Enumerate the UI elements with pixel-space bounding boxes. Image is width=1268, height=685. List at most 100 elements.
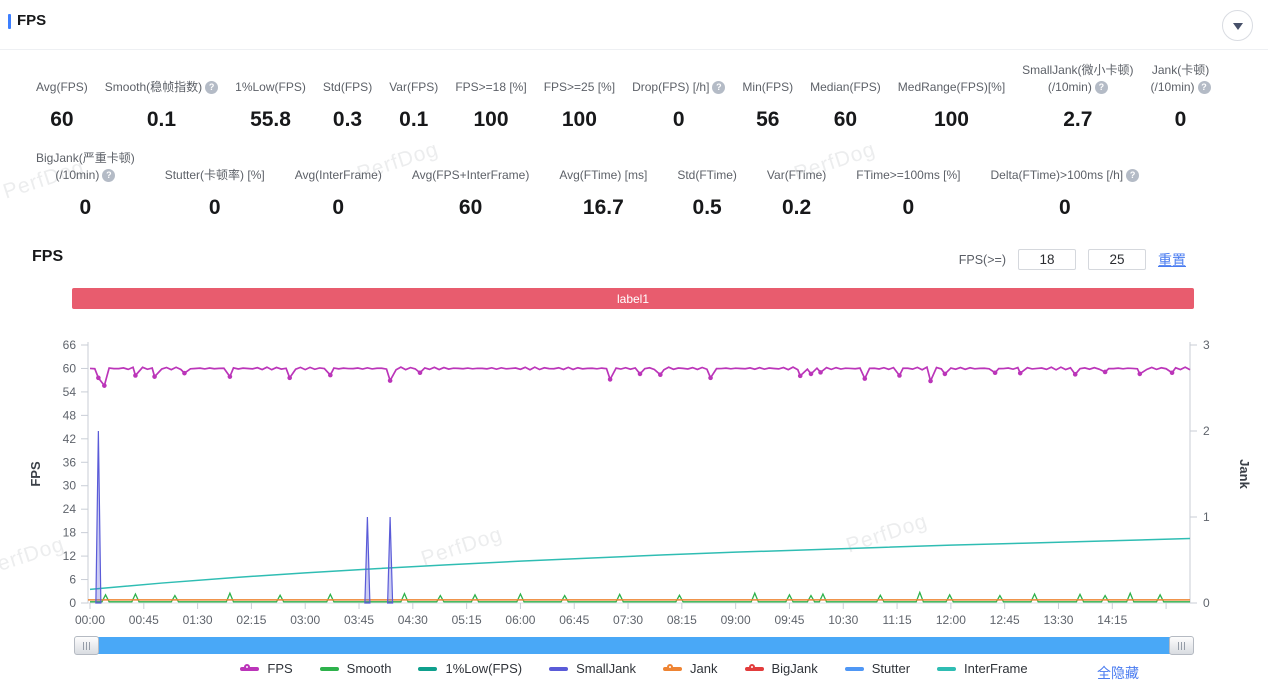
svg-text:14:15: 14:15: [1097, 613, 1127, 627]
svg-text:66: 66: [63, 338, 77, 352]
help-icon[interactable]: ?: [1094, 80, 1108, 94]
stat-value: 0: [208, 195, 221, 219]
fps-point: [1169, 370, 1175, 376]
stat-std-fps-: Std(FPS) 0.3: [323, 79, 372, 132]
stat-value: 100: [933, 107, 969, 131]
fps-point: [133, 373, 138, 378]
stat-stutter-%-: Stutter(卡顿率) [%] 0: [165, 167, 265, 220]
legend-item-smalljank[interactable]: SmallJank: [549, 661, 636, 676]
stat-value: 0: [79, 195, 92, 219]
legend-item-fps[interactable]: FPS: [240, 661, 293, 676]
stat-value: 0: [672, 107, 685, 131]
stat-jank-: Jank(卡顿) (/10min)? 0: [1151, 62, 1211, 132]
legend-item-interframe[interactable]: InterFrame: [937, 661, 1028, 676]
legend-label: 1%Low(FPS): [445, 661, 523, 676]
fps-threshold-input-2[interactable]: [1088, 249, 1146, 270]
svg-text:03:45: 03:45: [344, 613, 374, 627]
svg-text:12:00: 12:00: [936, 613, 966, 627]
legend-marker: [937, 663, 957, 674]
stat-std-ftime-: Std(FTime) 0.5: [677, 167, 737, 220]
stat-label: Avg(InterFrame): [294, 167, 382, 182]
stat-var-fps-: Var(FPS) 0.1: [389, 79, 438, 132]
stat-median-fps-: Median(FPS) 60: [810, 79, 881, 132]
smalljank-spike: [364, 516, 371, 604]
svg-text:00:45: 00:45: [129, 613, 159, 627]
legend-item-1%low-fps-[interactable]: 1%Low(FPS): [418, 661, 522, 676]
svg-text:09:45: 09:45: [774, 613, 804, 627]
stat-value: 0: [1174, 107, 1187, 131]
stat-label: Std(FPS): [322, 79, 373, 94]
svg-text:12: 12: [63, 549, 77, 563]
stat-label: Avg(FPS+InterFrame): [411, 167, 530, 182]
legend-item-jank[interactable]: Jank: [663, 661, 718, 676]
legend-item-bigjank[interactable]: BigJank: [744, 661, 818, 676]
y-axis-right-title: Jank: [1237, 459, 1252, 489]
fps-threshold-input-1[interactable]: [1018, 249, 1076, 270]
stat-smooth-: Smooth(稳帧指数)? 0.1: [105, 79, 219, 132]
chart-title: FPS: [32, 248, 64, 265]
stat-bigjank-: BigJank(严重卡顿) (/10min)? 0: [36, 150, 135, 220]
legend-item-smooth[interactable]: Smooth: [319, 661, 391, 676]
stat-drop-fps-h-: Drop(FPS) [/h]? 0: [632, 79, 726, 132]
help-icon[interactable]: ?: [712, 80, 726, 94]
label-banner[interactable]: label1: [72, 288, 1194, 309]
collapse-button[interactable]: [1222, 10, 1253, 41]
fps-point: [818, 370, 823, 375]
stat-avg-interframe-: Avg(InterFrame) 0: [295, 167, 382, 220]
scrollbar-left-handle[interactable]: [74, 636, 99, 655]
reset-link[interactable]: 重置: [1158, 251, 1186, 268]
stat-ftime-100ms-%-: FTime>=100ms [%] 0: [856, 167, 960, 220]
header-divider: [0, 49, 1268, 50]
legend-marker: [744, 663, 764, 674]
fps-point: [387, 378, 393, 383]
svg-text:11:15: 11:15: [882, 613, 911, 627]
stat-value: 0.2: [781, 195, 812, 219]
fps-point: [1102, 369, 1108, 375]
stat-value: 0: [902, 195, 915, 219]
fps-point: [637, 371, 643, 377]
svg-text:06:45: 06:45: [559, 613, 589, 627]
legend-label: Jank: [690, 661, 718, 676]
stat-value: 100: [473, 107, 509, 131]
scrollbar-right-handle[interactable]: [1169, 636, 1194, 655]
stat-label: Median(FPS): [810, 79, 881, 94]
stat-avg-fps-: Avg(FPS) 60: [36, 79, 88, 132]
fps-point: [287, 375, 292, 381]
fps-chart[interactable]: 0 6 12 18 24 30 36 42 48 54 60 66 0 1 2 3 00:00 00:45 01:3…: [0, 328, 1268, 630]
stat-label: MedRange(FPS)[%]: [897, 79, 1006, 94]
stat-fps-18-%-: FPS>=18 [%] 100: [455, 79, 526, 132]
stat-label: Var(FPS): [389, 79, 439, 94]
svg-text:1: 1: [1203, 510, 1210, 524]
panel-title: FPS: [17, 12, 47, 29]
chart-legend: FPS Smooth 1%Low(FPS) SmallJank Jank BigJank S…: [0, 661, 1268, 676]
scrollbar-track[interactable]: [97, 637, 1171, 654]
fps-point: [607, 377, 613, 382]
legend-item-stutter[interactable]: Stutter: [844, 661, 910, 676]
help-icon[interactable]: ?: [1197, 80, 1211, 94]
svg-text:0: 0: [1203, 596, 1210, 610]
fps-point: [182, 370, 187, 376]
stat-label: Avg(FTime) [ms]: [559, 167, 648, 182]
hide-all-link[interactable]: 全隐藏: [1097, 665, 1139, 681]
stat-label: Var(FTime): [766, 167, 827, 182]
fps-point: [708, 375, 713, 381]
interframe-line: [89, 537, 1191, 591]
help-icon[interactable]: ?: [1126, 168, 1140, 182]
fps-point: [328, 372, 333, 378]
stat-label: FPS>=18 [%]: [455, 79, 527, 94]
stat-label: Smooth(稳帧指数)?: [105, 79, 219, 96]
svg-text:02:15: 02:15: [236, 613, 266, 627]
svg-text:2: 2: [1203, 424, 1210, 438]
stat-value: 60: [50, 107, 74, 131]
help-icon[interactable]: ?: [102, 168, 116, 182]
stat-value: 0.1: [399, 107, 429, 131]
stat-value: 55.8: [250, 107, 291, 131]
legend-label: FPS: [267, 661, 293, 676]
help-icon[interactable]: ?: [205, 80, 219, 94]
fps-point: [928, 378, 933, 384]
stat-value: 56: [756, 107, 780, 131]
stat-label: Drop(FPS) [/h]?: [632, 79, 726, 96]
stat-value: 60: [833, 107, 858, 131]
legend-marker: [844, 663, 864, 674]
